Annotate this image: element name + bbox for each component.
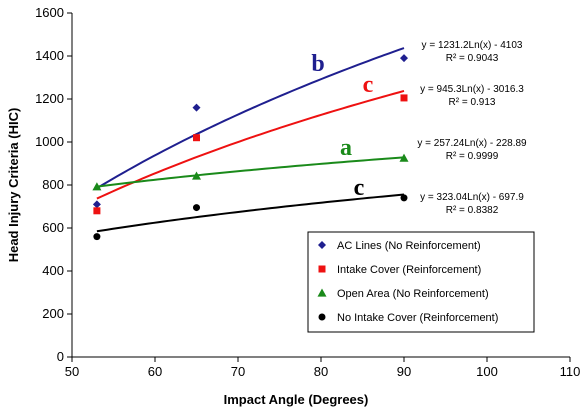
y-tick-label: 200	[42, 306, 64, 321]
data-point-4-3	[400, 194, 408, 202]
data-point-2-2	[193, 134, 200, 142]
legend-marker-2	[318, 265, 326, 273]
legend-entry-label: AC Lines (No Reinforcement)	[337, 240, 481, 252]
x-tick-label: 90	[397, 364, 411, 379]
x-tick-label: 50	[65, 364, 79, 379]
y-tick-label: 1000	[35, 134, 64, 149]
annotations: y = 1231.2Ln(x) - 4103 R² = 0.9043 b y = 94…	[311, 40, 527, 216]
trend-curve-4	[96, 193, 405, 233]
x-tick-label: 110	[560, 364, 581, 379]
data-point-2-1	[93, 207, 101, 215]
data-point-1-2	[192, 103, 201, 112]
data-points	[92, 54, 409, 241]
curve-letter-label: b	[311, 51, 324, 77]
y-tick-label: 1600	[35, 5, 64, 20]
data-point-4-2	[193, 204, 200, 212]
r-squared-label: R² = 0.8382	[446, 205, 499, 216]
legend-marker-4	[318, 313, 326, 321]
y-axis-title: Head Injury Criteria (HIC)	[6, 108, 21, 263]
y-tick-label: 800	[42, 177, 64, 192]
r-squared-label: R² = 0.913	[449, 97, 496, 108]
legend: AC Lines (No Reinforcement) Intake Cover …	[307, 231, 535, 333]
x-tick-label: 60	[148, 364, 162, 379]
trendline-equation: y = 257.24Ln(x) - 228.89	[417, 138, 527, 149]
data-point-3-3	[399, 153, 409, 162]
trend-curve-2	[96, 90, 405, 200]
tick-labels: 0 200 400 600 800 1000 1200 1400 1600 50 60 70 80 90 1…	[35, 5, 580, 379]
data-point-1-3	[400, 54, 408, 63]
axes	[67, 12, 571, 362]
x-tick-label: 70	[231, 364, 245, 379]
trend-curve-1	[96, 47, 405, 190]
trendline-equation: y = 945.3Ln(x) - 3016.3	[420, 84, 524, 95]
x-tick-label: 80	[314, 364, 328, 379]
data-point-3-1	[92, 182, 102, 191]
legend-marker-3	[317, 288, 327, 297]
r-squared-label: R² = 0.9043	[446, 53, 499, 64]
trend-curve-3	[96, 156, 405, 188]
trend-curves	[96, 47, 405, 233]
trendline-equation: y = 1231.2Ln(x) - 4103	[422, 40, 523, 51]
legend-entry-label: Open Area (No Reinforcement)	[337, 288, 489, 300]
y-tick-label: 1200	[35, 91, 64, 106]
y-tick-label: 600	[42, 220, 64, 235]
curve-letter-label: a	[340, 135, 352, 161]
y-tick-label: 400	[42, 263, 64, 278]
x-axis-title: Impact Angle (Degrees)	[224, 392, 369, 407]
data-point-2-3	[400, 94, 408, 102]
y-tick-label: 0	[57, 349, 64, 364]
legend-entry-label: No Intake Cover (Reinforcement)	[337, 312, 498, 324]
curve-letter-label: c	[363, 72, 374, 98]
r-squared-label: R² = 0.9999	[446, 151, 499, 162]
legend-marker-1	[318, 241, 326, 249]
trendline-equation: y = 323.04Ln(x) - 697.9	[420, 192, 524, 203]
data-point-3-2	[192, 171, 201, 180]
y-tick-label: 1400	[35, 48, 64, 63]
legend-entry-label: Intake Cover (Reinforcement)	[337, 264, 481, 276]
legend-box	[307, 231, 535, 333]
data-point-1-1	[92, 200, 101, 209]
data-point-4-1	[93, 233, 101, 241]
curve-letter-label: c	[354, 175, 365, 201]
x-tick-label: 100	[476, 364, 498, 379]
